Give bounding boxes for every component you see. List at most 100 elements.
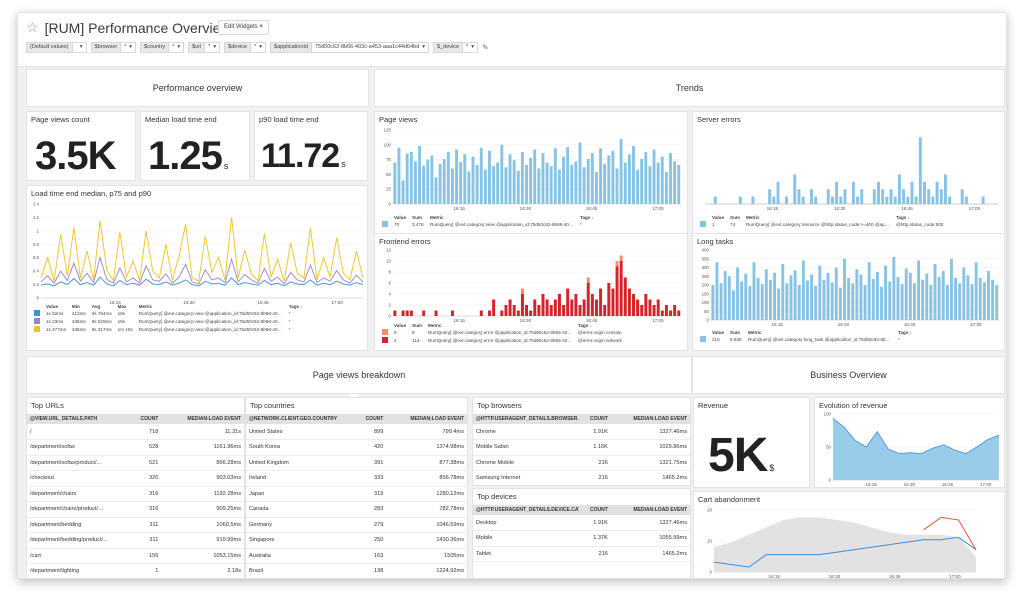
table-row[interactable]: /checkout 320 903.03ms — [27, 470, 244, 487]
table-row[interactable]: /cart 156 1053.15ms — [27, 548, 244, 564]
table-row[interactable]: /department/chairs/product/... 316 909.25m… — [27, 501, 244, 518]
table-row[interactable]: United States 899 799.4ms — [246, 424, 467, 440]
table-cell: 1161.96ms — [161, 439, 244, 456]
cart-abandonment-widget[interactable]: Cart abandonment 0 10 20 16:15 16:30 16:45 17:… — [693, 491, 1005, 578]
bar — [781, 264, 785, 320]
median-load-value: 1.25 s — [148, 134, 229, 178]
variable-value[interactable]: * ▾ — [463, 42, 478, 53]
bar — [835, 181, 839, 204]
table-row[interactable]: /department/sofas 528 1161.96ms — [27, 439, 244, 456]
bar — [525, 164, 528, 204]
widget-title: Page views count — [31, 115, 90, 124]
column-header[interactable]: MEDIAN:LOAD EVENT — [610, 414, 690, 424]
variable-value[interactable]: * ▾ — [251, 42, 267, 53]
variable-name: $country — [140, 42, 170, 53]
table-row[interactable]: Australia 163 1505ms — [246, 548, 467, 564]
table-cell: Japan — [246, 486, 355, 502]
column-header[interactable]: COUNT — [579, 505, 611, 515]
star-icon[interactable]: ☆ — [26, 19, 39, 35]
template-variable[interactable]: $country * ▾ — [140, 42, 185, 53]
table-row[interactable]: /department/bedding/product/... 311 919.99… — [27, 532, 244, 549]
p90-load-time-widget[interactable]: p90 load time end 11.72 s — [254, 111, 368, 181]
table-row[interactable]: /department/chairs 316 1192.28ms — [27, 486, 244, 502]
load-time-chart-widget[interactable]: Load time end median, p75 and p90 0 0.2 0.… — [26, 185, 368, 351]
table-row[interactable]: Canada 283 782.78ms — [246, 501, 467, 518]
top-countries-widget[interactable]: Top countries @NETWORK.CLIENT.GEO.COUNTR… — [245, 397, 468, 578]
legend-header-cell: Sum — [730, 329, 740, 335]
frontend-errors-chart-widget[interactable]: Frontend errors 0 2 4 6 8 10 12 16:15 16:30 16:45… — [374, 233, 688, 351]
page-views-chart-widget[interactable]: Page views 0 25 50 75 100 125 16:15 16:30 16:45 1… — [374, 111, 688, 239]
series-line — [923, 516, 977, 550]
table-row[interactable]: Chrome 1.91K 1327.46ms — [473, 424, 690, 440]
template-variable[interactable]: $url * ▾ — [188, 42, 221, 53]
table-row[interactable]: Mobile Safari 1.16K 1029.86ms — [473, 439, 690, 456]
legend-row[interactable]: 1s 477ms 435ms 8s 317ms 1m 10s RumQuery[ @ev… — [31, 325, 306, 333]
table-row[interactable]: Mobile 1.37K 1055.99ms — [473, 530, 690, 547]
table-row[interactable]: Chrome Mobile 216 1321.75ms — [473, 455, 690, 471]
bar — [615, 168, 619, 204]
legend-header-cell: Value — [712, 329, 725, 335]
column-header[interactable]: @VIEW.URL_DETAILS.PATH — [27, 414, 129, 424]
table-row[interactable]: Germany 279 1046.59ms — [246, 517, 467, 533]
table-cell: 1.37K — [579, 530, 611, 547]
table-row[interactable]: Brazil 138 1224.92ms — [246, 563, 467, 578]
template-variable[interactable]: $device * ▾ — [224, 42, 267, 53]
top-urls-widget[interactable]: Top URLs @VIEW.URL_DETAILS.PATH COUNT MEDI… — [26, 397, 245, 578]
legend-row[interactable]: 1 74 RumQuery[ @evt.category:resource @htt… — [697, 220, 946, 228]
legend-header-cell: Min — [71, 303, 80, 309]
table-row[interactable]: /718 11.31s — [27, 424, 244, 440]
column-header[interactable]: COUNT — [354, 414, 387, 424]
column-header[interactable]: @HTTP.USERAGENT_DETAILS.DEVICE.CATEGORY — [473, 505, 580, 515]
bar — [892, 257, 896, 320]
variable-value[interactable]: * ▾ — [169, 42, 185, 53]
table-row[interactable]: Desktop 1.91K 1327.46ms — [473, 515, 690, 531]
variable-value[interactable]: 75d50c62-8b66-403c-a453-aaa1c44d64bd ▾ — [311, 42, 430, 53]
column-header[interactable]: COUNT — [579, 414, 611, 424]
table-cell: Ireland — [246, 470, 355, 487]
template-variable[interactable]: $browser * ▾ — [90, 42, 137, 53]
column-header[interactable]: COUNT — [128, 414, 162, 424]
median-load-time-widget[interactable]: Median load time end 1.25 s — [140, 111, 250, 181]
section-title: Trends — [675, 83, 704, 93]
top-devices-widget[interactable]: Top devices @HTTP.USERAGENT_DETAILS.DEVI… — [472, 488, 691, 578]
variable-value[interactable]: ▾ — [72, 42, 87, 53]
legend-row[interactable]: 2 114 RumQuery[ @evt.category:error @appli… — [379, 336, 625, 344]
legend-row[interactable]: 70 3.47K RumQuery[ @evt.category:view @app… — [379, 220, 597, 228]
table-row[interactable]: Tablet 216 1465.2ms — [473, 546, 690, 562]
server-errors-chart-widget[interactable]: Server errors 16:15 16:30 16:45 17:00 Value… — [692, 111, 1005, 239]
revenue-widget[interactable]: Revenue 5K $ — [693, 397, 810, 488]
bar — [964, 196, 968, 204]
template-variable[interactable]: $_device * ▾ — [433, 42, 478, 53]
column-header[interactable]: @NETWORK.CLIENT.GEO.COUNTRY — [246, 414, 355, 424]
revenue-evolution-widget[interactable]: Evolution of revenue 0 50 100 16:15 16:30 16:… — [814, 397, 1005, 488]
table-row[interactable]: Samsung Internet 216 1465.2ms — [473, 470, 690, 485]
variable-value[interactable]: * ▾ — [205, 42, 221, 53]
table-row[interactable]: /department/lighting 1 2.18s — [27, 563, 244, 578]
top-browsers-widget[interactable]: Top browsers @HTTP.USERAGENT_DETAILS.BRO… — [472, 397, 691, 486]
legend-row[interactable]: 215 9.83K RumQuery[ @evt.category:long_tas… — [697, 335, 915, 343]
edit-widgets-button[interactable]: Edit Widgets + — [218, 20, 269, 35]
table-row[interactable]: /department/bedding 311 1060.5ms — [27, 517, 244, 533]
table-row[interactable]: Ireland 333 856.78ms — [246, 470, 467, 487]
table-row[interactable]: Singapore 250 1430.36ms — [246, 532, 467, 549]
legend-row[interactable]: 1s 23ms 435ms 8s 629ms 15s RumQuery[ @evt.ca… — [31, 317, 306, 325]
legend-row[interactable]: 1s 62ms 413ms 3s 764ms 16s RumQuery[ @evt.ca… — [31, 309, 306, 317]
column-header[interactable]: @HTTP.USERAGENT_DETAILS.BROWSER.FAMILY — [473, 414, 580, 424]
column-header[interactable]: MEDIAN:LOAD EVENT — [161, 414, 244, 424]
bar — [669, 310, 673, 316]
pencil-icon[interactable]: ✎ — [481, 43, 489, 52]
template-variable[interactable]: $applicationId 75d50c62-8b66-403c-a453-aa… — [270, 42, 430, 53]
table-row[interactable]: South Korea 420 1374.98ms — [246, 439, 467, 456]
column-header[interactable]: MEDIAN:LOAD EVENT — [386, 414, 467, 424]
legend-swatch — [31, 317, 43, 325]
variable-value[interactable]: * ▾ — [121, 42, 137, 53]
legend-row[interactable]: 0 8 RumQuery[ @evt.category:error @applica… — [379, 328, 625, 336]
page-views-count-widget[interactable]: Page views count 3.5K — [26, 111, 136, 181]
table-row[interactable]: United Kingdom 391 877.38ms — [246, 455, 467, 471]
long-tasks-chart-widget[interactable]: Long tasks 0 50 100 150 200 250 300 350 400 16:15… — [692, 233, 1005, 351]
legend-min: 435ms — [71, 326, 86, 332]
column-header[interactable]: MEDIAN:LOAD EVENT — [610, 505, 690, 515]
table-row[interactable]: Japan 319 1280.12ms — [246, 486, 467, 502]
table-row[interactable]: /department/sofas/product/... 521 866.28ms — [27, 455, 244, 471]
template-variable[interactable]: (Default values) ▾ — [26, 42, 87, 53]
